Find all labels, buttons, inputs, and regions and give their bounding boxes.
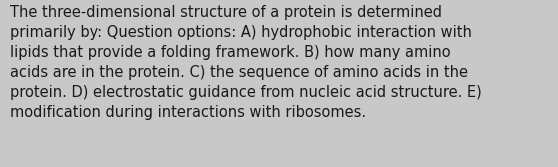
Text: The three-dimensional structure of a protein is determined
primarily by: Questio: The three-dimensional structure of a pro…: [10, 5, 482, 120]
